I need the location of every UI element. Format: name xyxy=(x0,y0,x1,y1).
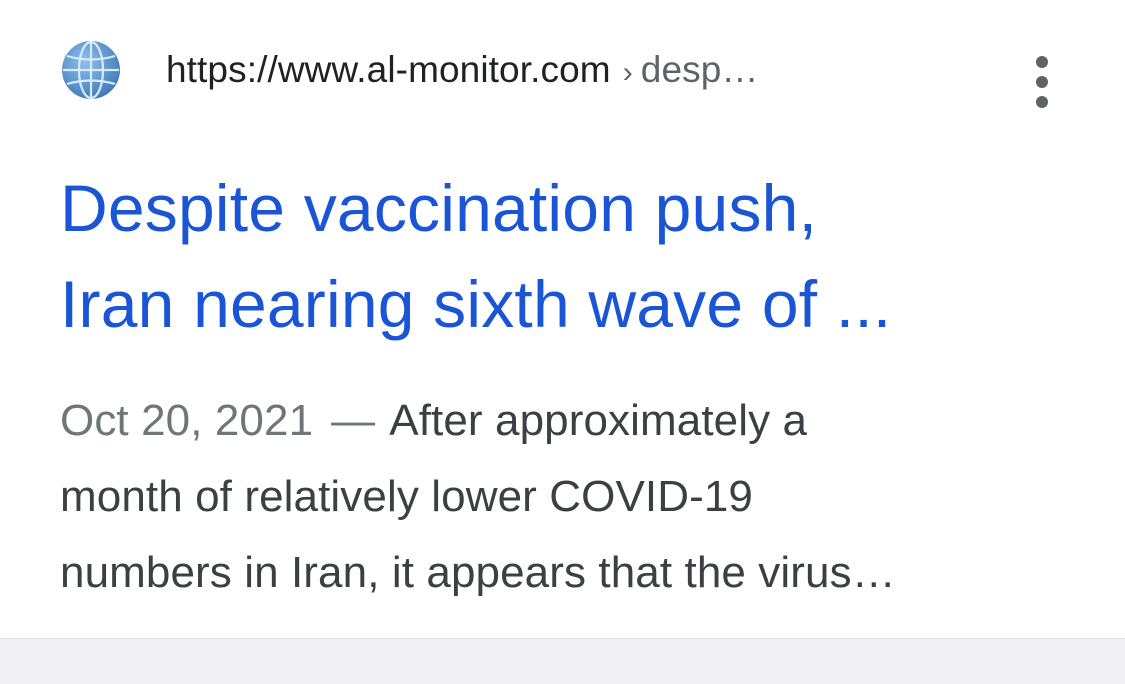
url-path: desp… xyxy=(640,49,759,90)
more-vert-icon xyxy=(1036,76,1048,88)
snippet-line: numbers in Iran, it appears that the vir… xyxy=(60,548,896,597)
site-info-row[interactable]: https://www.al-monitor.com › desp… xyxy=(60,38,1060,102)
snippet-text: After approximately a xyxy=(389,396,808,445)
title-line: Despite vaccination push, xyxy=(60,171,818,245)
results-divider xyxy=(0,638,1125,684)
more-vert-icon xyxy=(1036,96,1048,108)
more-options-button[interactable] xyxy=(1020,52,1064,112)
date-separator: — xyxy=(331,396,376,445)
snippet-line: Oct 20, 2021 — After approximately a xyxy=(60,383,1080,459)
result-title-link[interactable]: Despite vaccination push, Iran nearing s… xyxy=(60,160,1060,352)
url-domain: https://www.al-monitor.com xyxy=(166,49,611,90)
title-line: Iran nearing sixth wave of ... xyxy=(60,267,892,341)
search-result-card: https://www.al-monitor.com › desp… Despite… xyxy=(60,38,1080,611)
snippet-line: month of relatively lower COVID-19 xyxy=(60,472,753,521)
result-date: Oct 20, 2021 xyxy=(60,396,314,445)
breadcrumb-separator: › xyxy=(622,56,633,89)
result-url[interactable]: https://www.al-monitor.com › desp… xyxy=(166,49,759,91)
globe-icon xyxy=(60,39,122,101)
result-snippet: Oct 20, 2021 — After approximately a month… xyxy=(60,383,1080,611)
more-vert-icon xyxy=(1036,56,1048,68)
